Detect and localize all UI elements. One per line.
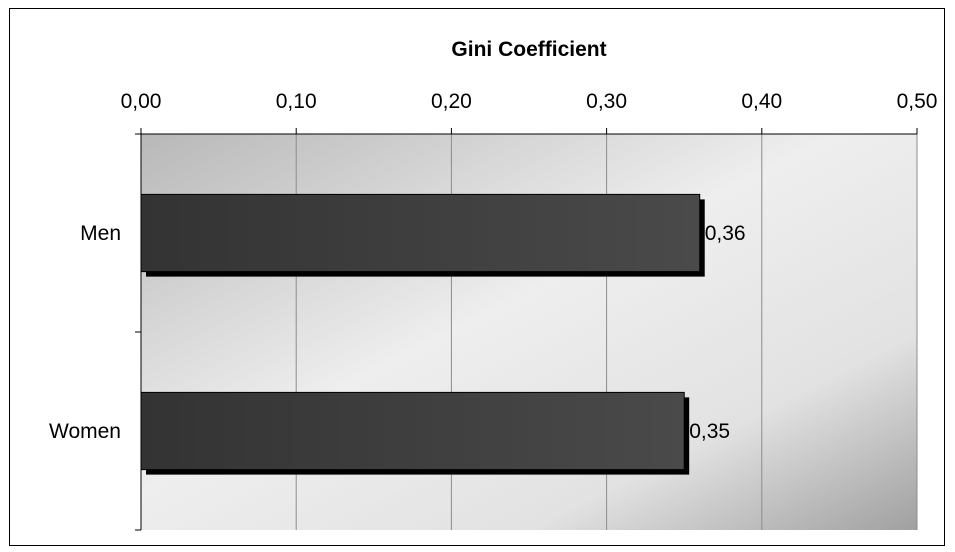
x-tick-label: 0,10: [276, 90, 317, 113]
x-tick-label: 0,20: [431, 90, 472, 113]
bar-women: [140, 391, 685, 471]
x-tick-label: 0,30: [586, 90, 627, 113]
chart-title: Gini Coefficient: [451, 38, 606, 61]
bars: [140, 193, 705, 475]
data-label: 0,36: [705, 222, 746, 245]
x-tick-label: 0,50: [897, 90, 938, 113]
data-labels: 0,36 0,35: [689, 222, 745, 443]
x-tick-label: 0,40: [741, 90, 782, 113]
x-tick-label: 0,00: [121, 90, 162, 113]
data-label: 0,35: [689, 420, 730, 443]
category-label: Women: [49, 420, 121, 443]
x-tick-labels: 0,00 0,10 0,20 0,30 0,40 0,50: [121, 90, 938, 113]
category-labels: Men Women: [49, 222, 121, 443]
bar-men: [140, 193, 701, 273]
category-label: Men: [80, 222, 121, 245]
